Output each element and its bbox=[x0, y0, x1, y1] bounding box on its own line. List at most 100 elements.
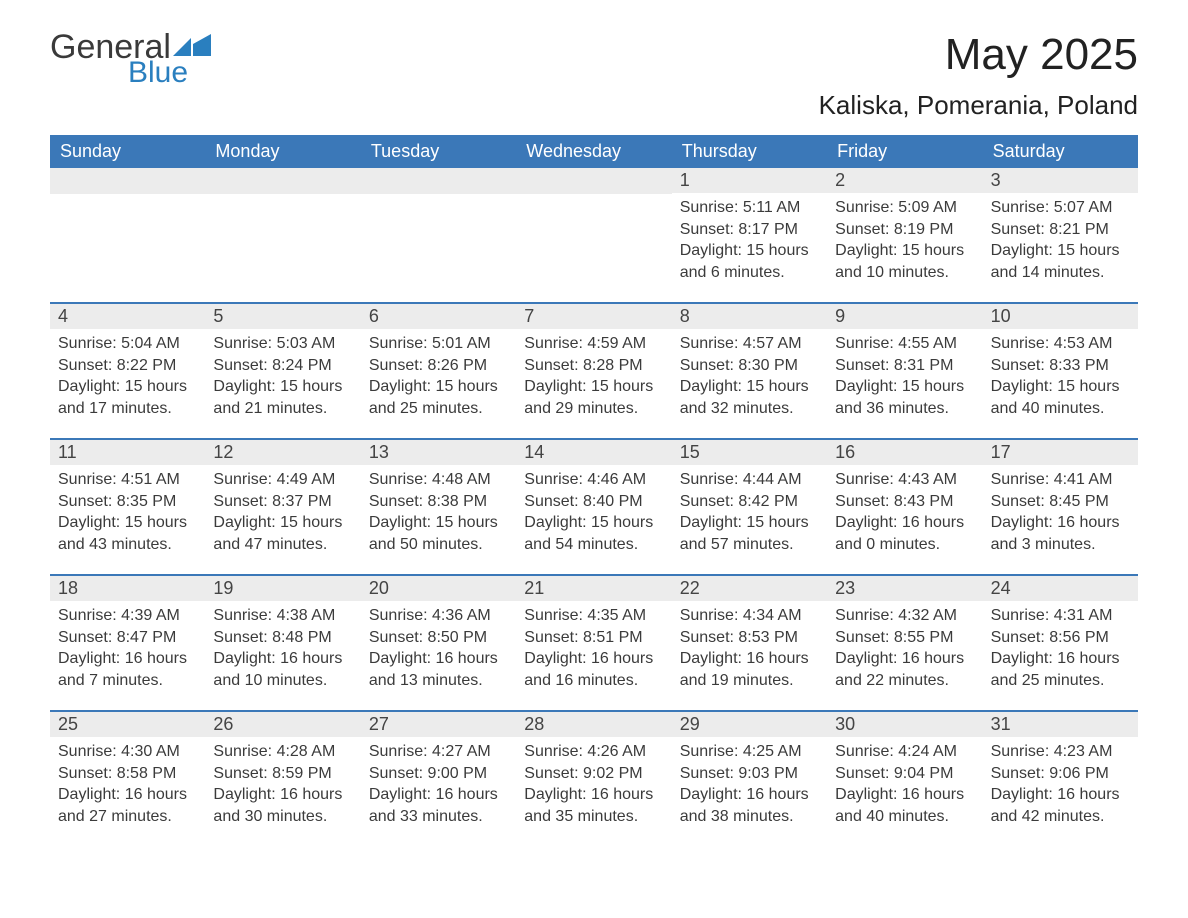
daylight-text: Daylight: 15 hours and 29 minutes. bbox=[524, 376, 663, 419]
day-cell: 24Sunrise: 4:31 AMSunset: 8:56 PMDayligh… bbox=[983, 576, 1138, 696]
empty-day-cell bbox=[205, 168, 360, 288]
day-body: Sunrise: 4:39 AMSunset: 8:47 PMDaylight:… bbox=[50, 601, 205, 691]
sunset-text: Sunset: 8:59 PM bbox=[213, 763, 352, 785]
empty-day-number bbox=[50, 168, 205, 194]
sunrise-text: Sunrise: 4:55 AM bbox=[835, 333, 974, 355]
day-cell: 8Sunrise: 4:57 AMSunset: 8:30 PMDaylight… bbox=[672, 304, 827, 424]
title-block: May 2025 Kaliska, Pomerania, Poland bbox=[819, 30, 1138, 121]
daylight-text: Daylight: 16 hours and 13 minutes. bbox=[369, 648, 508, 691]
sunset-text: Sunset: 8:33 PM bbox=[991, 355, 1130, 377]
daylight-text: Daylight: 16 hours and 10 minutes. bbox=[213, 648, 352, 691]
sunset-text: Sunset: 8:55 PM bbox=[835, 627, 974, 649]
daylight-text: Daylight: 16 hours and 40 minutes. bbox=[835, 784, 974, 827]
sunset-text: Sunset: 8:42 PM bbox=[680, 491, 819, 513]
empty-day-cell bbox=[50, 168, 205, 288]
sunrise-text: Sunrise: 4:27 AM bbox=[369, 741, 508, 763]
day-body: Sunrise: 4:25 AMSunset: 9:03 PMDaylight:… bbox=[672, 737, 827, 827]
daylight-text: Daylight: 15 hours and 6 minutes. bbox=[680, 240, 819, 283]
day-cell: 28Sunrise: 4:26 AMSunset: 9:02 PMDayligh… bbox=[516, 712, 671, 832]
day-number: 27 bbox=[361, 712, 516, 737]
daylight-text: Daylight: 15 hours and 32 minutes. bbox=[680, 376, 819, 419]
day-number: 22 bbox=[672, 576, 827, 601]
brand-logo: General Blue bbox=[50, 30, 211, 88]
day-cell: 26Sunrise: 4:28 AMSunset: 8:59 PMDayligh… bbox=[205, 712, 360, 832]
daylight-text: Daylight: 16 hours and 16 minutes. bbox=[524, 648, 663, 691]
day-cell: 30Sunrise: 4:24 AMSunset: 9:04 PMDayligh… bbox=[827, 712, 982, 832]
daylight-text: Daylight: 15 hours and 10 minutes. bbox=[835, 240, 974, 283]
day-number: 3 bbox=[983, 168, 1138, 193]
day-cell: 9Sunrise: 4:55 AMSunset: 8:31 PMDaylight… bbox=[827, 304, 982, 424]
day-body: Sunrise: 5:04 AMSunset: 8:22 PMDaylight:… bbox=[50, 329, 205, 419]
day-body: Sunrise: 5:09 AMSunset: 8:19 PMDaylight:… bbox=[827, 193, 982, 283]
sunrise-text: Sunrise: 4:41 AM bbox=[991, 469, 1130, 491]
day-number: 21 bbox=[516, 576, 671, 601]
weekday-header: Friday bbox=[827, 135, 982, 168]
day-body: Sunrise: 4:34 AMSunset: 8:53 PMDaylight:… bbox=[672, 601, 827, 691]
day-cell: 6Sunrise: 5:01 AMSunset: 8:26 PMDaylight… bbox=[361, 304, 516, 424]
day-number: 17 bbox=[983, 440, 1138, 465]
sunset-text: Sunset: 8:24 PM bbox=[213, 355, 352, 377]
sunrise-text: Sunrise: 4:43 AM bbox=[835, 469, 974, 491]
daylight-text: Daylight: 16 hours and 7 minutes. bbox=[58, 648, 197, 691]
day-number: 20 bbox=[361, 576, 516, 601]
day-body: Sunrise: 4:23 AMSunset: 9:06 PMDaylight:… bbox=[983, 737, 1138, 827]
day-cell: 31Sunrise: 4:23 AMSunset: 9:06 PMDayligh… bbox=[983, 712, 1138, 832]
sunrise-text: Sunrise: 5:07 AM bbox=[991, 197, 1130, 219]
day-cell: 21Sunrise: 4:35 AMSunset: 8:51 PMDayligh… bbox=[516, 576, 671, 696]
daylight-text: Daylight: 15 hours and 25 minutes. bbox=[369, 376, 508, 419]
day-number: 9 bbox=[827, 304, 982, 329]
weekday-header: Sunday bbox=[50, 135, 205, 168]
weeks-container: 1Sunrise: 5:11 AMSunset: 8:17 PMDaylight… bbox=[50, 168, 1138, 832]
weekday-header: Wednesday bbox=[516, 135, 671, 168]
sunset-text: Sunset: 8:43 PM bbox=[835, 491, 974, 513]
sunset-text: Sunset: 8:40 PM bbox=[524, 491, 663, 513]
day-number: 7 bbox=[516, 304, 671, 329]
week-row: 25Sunrise: 4:30 AMSunset: 8:58 PMDayligh… bbox=[50, 710, 1138, 832]
day-number: 30 bbox=[827, 712, 982, 737]
sunset-text: Sunset: 8:26 PM bbox=[369, 355, 508, 377]
sunset-text: Sunset: 8:50 PM bbox=[369, 627, 508, 649]
sunset-text: Sunset: 8:45 PM bbox=[991, 491, 1130, 513]
sunrise-text: Sunrise: 4:23 AM bbox=[991, 741, 1130, 763]
day-body: Sunrise: 4:35 AMSunset: 8:51 PMDaylight:… bbox=[516, 601, 671, 691]
sunset-text: Sunset: 8:56 PM bbox=[991, 627, 1130, 649]
day-body: Sunrise: 4:26 AMSunset: 9:02 PMDaylight:… bbox=[516, 737, 671, 827]
sunset-text: Sunset: 8:35 PM bbox=[58, 491, 197, 513]
sunset-text: Sunset: 8:17 PM bbox=[680, 219, 819, 241]
empty-day-number bbox=[516, 168, 671, 194]
brand-sub: Blue bbox=[128, 58, 211, 88]
sunrise-text: Sunrise: 4:57 AM bbox=[680, 333, 819, 355]
day-body: Sunrise: 5:01 AMSunset: 8:26 PMDaylight:… bbox=[361, 329, 516, 419]
day-body: Sunrise: 4:27 AMSunset: 9:00 PMDaylight:… bbox=[361, 737, 516, 827]
day-number: 10 bbox=[983, 304, 1138, 329]
daylight-text: Daylight: 15 hours and 50 minutes. bbox=[369, 512, 508, 555]
sunrise-text: Sunrise: 4:24 AM bbox=[835, 741, 974, 763]
day-body: Sunrise: 4:30 AMSunset: 8:58 PMDaylight:… bbox=[50, 737, 205, 827]
sunset-text: Sunset: 8:22 PM bbox=[58, 355, 197, 377]
day-number: 8 bbox=[672, 304, 827, 329]
day-cell: 20Sunrise: 4:36 AMSunset: 8:50 PMDayligh… bbox=[361, 576, 516, 696]
day-number: 26 bbox=[205, 712, 360, 737]
sunset-text: Sunset: 8:58 PM bbox=[58, 763, 197, 785]
day-body: Sunrise: 4:43 AMSunset: 8:43 PMDaylight:… bbox=[827, 465, 982, 555]
day-number: 1 bbox=[672, 168, 827, 193]
day-body: Sunrise: 4:51 AMSunset: 8:35 PMDaylight:… bbox=[50, 465, 205, 555]
daylight-text: Daylight: 15 hours and 43 minutes. bbox=[58, 512, 197, 555]
sunset-text: Sunset: 8:47 PM bbox=[58, 627, 197, 649]
day-body: Sunrise: 4:48 AMSunset: 8:38 PMDaylight:… bbox=[361, 465, 516, 555]
day-cell: 13Sunrise: 4:48 AMSunset: 8:38 PMDayligh… bbox=[361, 440, 516, 560]
daylight-text: Daylight: 15 hours and 14 minutes. bbox=[991, 240, 1130, 283]
sunrise-text: Sunrise: 4:28 AM bbox=[213, 741, 352, 763]
day-cell: 5Sunrise: 5:03 AMSunset: 8:24 PMDaylight… bbox=[205, 304, 360, 424]
day-body: Sunrise: 4:36 AMSunset: 8:50 PMDaylight:… bbox=[361, 601, 516, 691]
day-cell: 15Sunrise: 4:44 AMSunset: 8:42 PMDayligh… bbox=[672, 440, 827, 560]
sunrise-text: Sunrise: 4:53 AM bbox=[991, 333, 1130, 355]
sunrise-text: Sunrise: 4:59 AM bbox=[524, 333, 663, 355]
day-body: Sunrise: 4:57 AMSunset: 8:30 PMDaylight:… bbox=[672, 329, 827, 419]
sunset-text: Sunset: 9:02 PM bbox=[524, 763, 663, 785]
daylight-text: Daylight: 16 hours and 42 minutes. bbox=[991, 784, 1130, 827]
day-body: Sunrise: 4:49 AMSunset: 8:37 PMDaylight:… bbox=[205, 465, 360, 555]
day-body: Sunrise: 4:32 AMSunset: 8:55 PMDaylight:… bbox=[827, 601, 982, 691]
weekday-header-row: SundayMondayTuesdayWednesdayThursdayFrid… bbox=[50, 135, 1138, 168]
day-number: 6 bbox=[361, 304, 516, 329]
